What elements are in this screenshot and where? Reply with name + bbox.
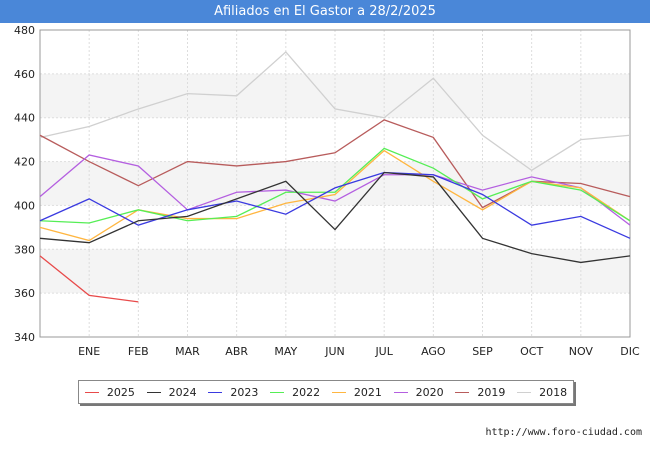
y-tick-label: 420	[14, 156, 35, 169]
legend-swatch	[208, 391, 223, 393]
legend-label: 2024	[168, 385, 197, 399]
x-tick-label: MAR	[175, 345, 200, 358]
chart-legend: 2025 2024 2023 2022 2021 2020 2019 2018	[78, 380, 574, 404]
y-tick-label: 440	[14, 112, 35, 125]
x-tick-label: ABR	[225, 345, 248, 358]
x-tick-label: NOV	[569, 345, 594, 358]
legend-swatch	[270, 391, 285, 393]
legend-item-2022: 2022	[270, 386, 320, 399]
y-tick-label: 340	[14, 331, 35, 344]
legend-swatch	[84, 391, 99, 393]
chart-title: Afiliados en El Gastor a 28/2/2025	[0, 0, 650, 23]
y-tick-label: 480	[14, 24, 35, 37]
legend-item-2021: 2021	[331, 385, 382, 399]
series-line-2018	[39, 51, 631, 172]
legend-swatch	[517, 391, 532, 393]
x-tick-label: MAY	[274, 345, 297, 358]
legend-label: 2021	[353, 385, 382, 399]
x-tick-label: ENE	[78, 345, 100, 358]
legend-item-2023: 2023	[208, 386, 258, 399]
legend-swatch	[146, 391, 161, 393]
series-line-2020	[39, 154, 631, 226]
x-tick-label: JUL	[374, 345, 393, 358]
legend-item-2020: 2020	[393, 385, 444, 399]
legend-swatch	[331, 391, 346, 393]
x-tick-label: AGO	[421, 345, 446, 358]
legend-label: 2025	[106, 385, 135, 399]
series-line-2022	[39, 147, 631, 224]
legend-label: 2023	[230, 385, 259, 399]
x-tick-label: DIC	[620, 345, 640, 358]
legend-item-2018: 2018	[517, 386, 567, 399]
y-tick-label: 400	[14, 199, 35, 212]
legend-item-2025: 2025	[84, 385, 135, 399]
x-tick-label: OCT	[520, 345, 543, 358]
legend-swatch	[393, 391, 408, 393]
source-url[interactable]: http://www.foro-ciudad.com	[485, 427, 642, 438]
legend-label: 2022	[292, 385, 321, 399]
legend-item-2024: 2024	[146, 385, 197, 399]
x-tick-label: SEP	[472, 345, 493, 358]
series-line-2025	[39, 255, 139, 303]
x-tick-label: FEB	[128, 345, 149, 358]
legend-item-2019: 2019	[455, 386, 505, 399]
legend-swatch	[455, 391, 470, 393]
series-line-2024	[39, 171, 631, 264]
x-tick-label: JUN	[324, 345, 345, 358]
series-line-2023	[39, 171, 631, 239]
line-chart: 340 360 380 400 420 440 460 480 ENE FEB MAR ABR MAY J…	[14, 24, 640, 358]
legend-label: 2018	[539, 385, 568, 399]
y-tick-label: 380	[14, 243, 35, 256]
y-tick-label: 460	[14, 68, 35, 81]
legend-label: 2019	[477, 385, 506, 399]
legend-label: 2020	[415, 385, 444, 399]
y-tick-label: 360	[14, 287, 35, 300]
plot-frame	[39, 29, 631, 338]
